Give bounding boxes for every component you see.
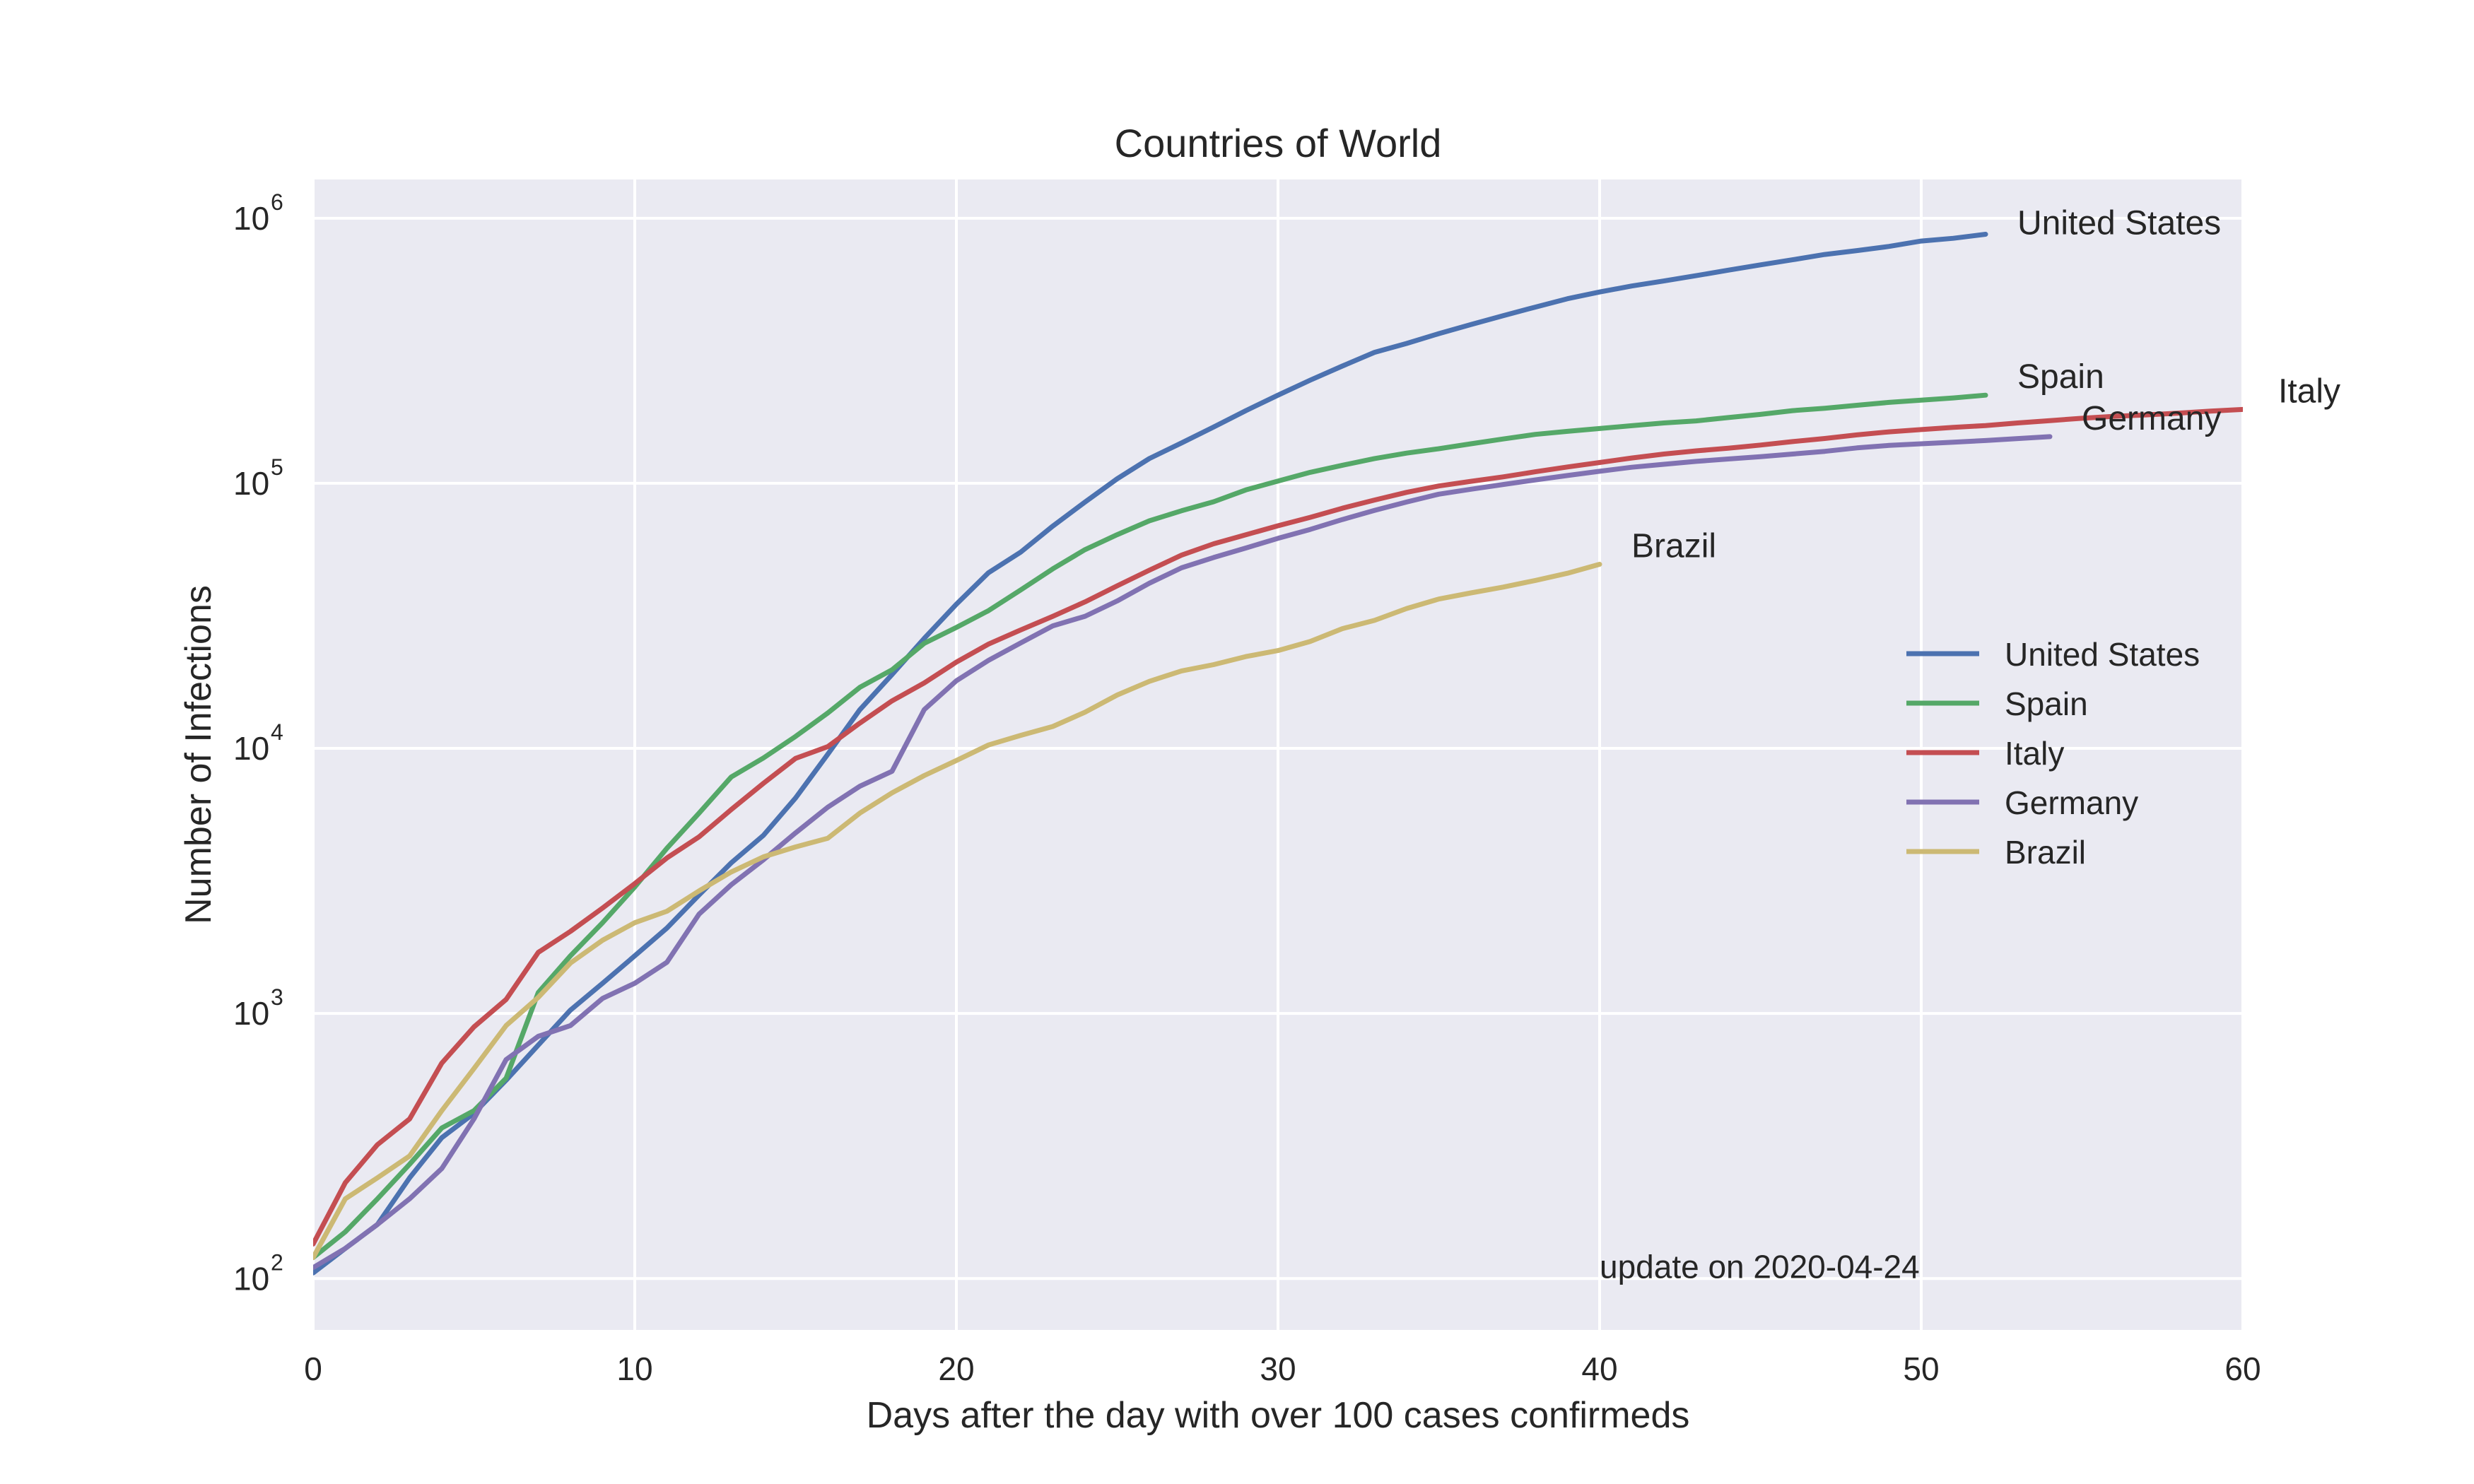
series-end-label-united-states: United States [2017, 205, 2221, 242]
legend: United States Spain Italy Germany Brazil [1906, 636, 2200, 871]
series-end-label-italy: Italy [2278, 372, 2340, 410]
series-line-brazil [313, 562, 1602, 1261]
update-note: update on 2020-04-24 [1600, 1248, 1920, 1285]
series-end-label-brazil: Brazil [1631, 527, 1716, 565]
y-tick-exponent: 2 [271, 1249, 283, 1275]
legend-label: United States [2005, 636, 2200, 673]
series-labels: United States Spain Italy Germany Brazil [1631, 205, 2340, 565]
y-tick-label: 10 3 [233, 984, 283, 1032]
legend-item-united-states: United States [1906, 636, 2200, 673]
legend-item-spain: Spain [1906, 685, 2088, 722]
legend-label: Germany [2005, 784, 2138, 821]
series-line-united-states [313, 232, 1988, 1276]
series-line-germany [313, 434, 2053, 1271]
x-tick-label: 50 [1903, 1350, 1939, 1387]
legend-item-italy: Italy [1906, 735, 2064, 772]
x-tick-label: 20 [938, 1350, 974, 1387]
x-tick-label: 30 [1260, 1350, 1296, 1387]
x-axis-label: Days after the day with over 100 cases c… [867, 1395, 1690, 1436]
y-axis-label: Number of Infections [178, 585, 219, 924]
y-tick-label: 10 4 [233, 719, 283, 767]
y-tick-base: 10 [233, 1260, 269, 1297]
y-tick-label: 10 2 [233, 1249, 283, 1297]
y-tick-exponent: 4 [271, 719, 283, 745]
y-tick-base: 10 [233, 730, 269, 767]
y-tick-label: 10 6 [233, 189, 283, 237]
chart-title: Countries of World [1115, 121, 1442, 165]
x-tick-label: 10 [616, 1350, 652, 1387]
series-line-spain [313, 392, 1988, 1261]
legend-label: Spain [2005, 685, 2088, 722]
series-end-label-spain: Spain [2017, 358, 2104, 396]
legend-label: Brazil [2005, 834, 2086, 871]
series-lines [313, 232, 2243, 1276]
y-tick-base: 10 [233, 465, 269, 502]
series-line-italy [313, 406, 2243, 1247]
x-tick-label: 40 [1581, 1350, 1617, 1387]
legend-item-germany: Germany [1906, 784, 2138, 821]
y-tick-label: 10 5 [233, 454, 283, 502]
y-tick-exponent: 3 [271, 984, 283, 1010]
series-end-label-germany: Germany [2082, 400, 2221, 437]
legend-item-brazil: Brazil [1906, 834, 2086, 871]
y-tick-exponent: 6 [271, 189, 283, 215]
y-tick-base: 10 [233, 200, 269, 237]
x-axis-ticks: 0 10 20 30 40 50 60 [304, 1350, 2261, 1387]
y-tick-base: 10 [233, 995, 269, 1032]
y-tick-exponent: 5 [271, 454, 283, 480]
x-tick-label: 60 [2224, 1350, 2261, 1387]
x-tick-label: 0 [304, 1350, 322, 1387]
legend-label: Italy [2005, 735, 2064, 772]
